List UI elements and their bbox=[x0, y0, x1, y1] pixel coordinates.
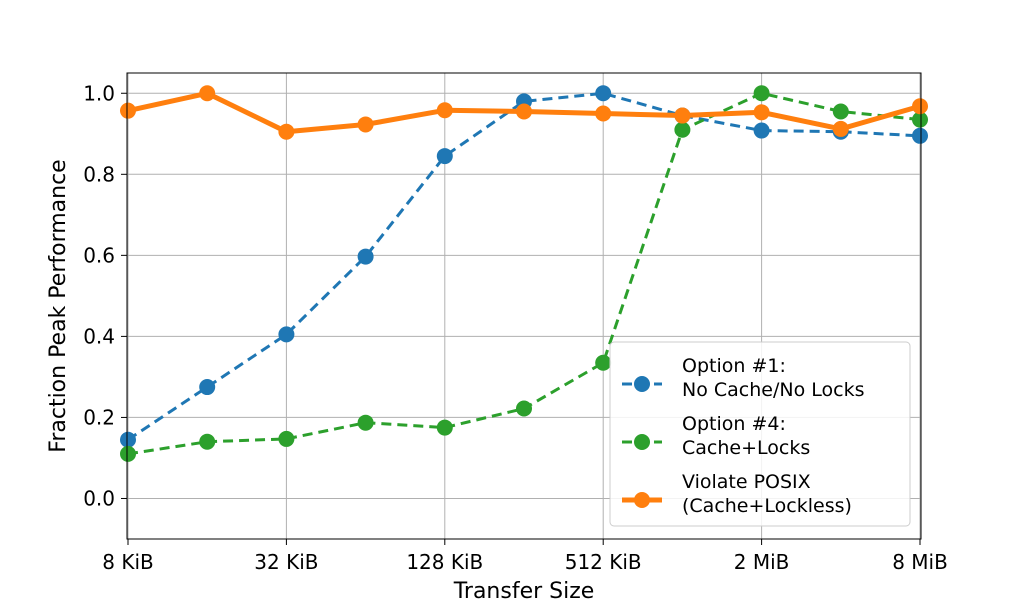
y-tick-label: 0.0 bbox=[83, 486, 115, 510]
data-point bbox=[912, 127, 928, 144]
legend-entry: Violate POSIX (Cache+Lockless) bbox=[622, 471, 852, 517]
legend-box bbox=[609, 341, 911, 527]
x-axis-title: Transfer Size bbox=[453, 579, 595, 604]
data-point bbox=[516, 400, 532, 417]
data-point bbox=[595, 105, 612, 122]
legend-label: Violate POSIX (Cache+Lockless) bbox=[682, 471, 852, 517]
data-point bbox=[753, 122, 770, 139]
legend-marker bbox=[634, 492, 650, 508]
y-tick-label: 0.2 bbox=[83, 405, 115, 429]
series-3 bbox=[120, 85, 928, 140]
legend-entry: Option #4: Cache+Locks bbox=[622, 413, 810, 459]
y-tick-label: 0.4 bbox=[83, 324, 115, 348]
data-point bbox=[832, 103, 849, 120]
data-point bbox=[436, 102, 453, 119]
x-tick-label: 32 KiB bbox=[254, 550, 318, 574]
data-point bbox=[436, 148, 453, 165]
data-point bbox=[120, 431, 136, 448]
axis-ticks: 8 KiB 32 KiB 128 KiB 512 KiB 2 MiB 8 MiB 0.0 0.… bbox=[83, 81, 948, 574]
data-point bbox=[357, 248, 374, 265]
series-layer bbox=[120, 85, 928, 462]
legend-label: Option #4: Cache+Locks bbox=[682, 413, 810, 459]
y-tick-label: 1.0 bbox=[83, 81, 115, 105]
data-point bbox=[674, 121, 691, 138]
data-point bbox=[832, 120, 849, 137]
data-point bbox=[516, 103, 532, 120]
plot-frame bbox=[126, 72, 922, 540]
data-point bbox=[199, 433, 216, 450]
data-point bbox=[595, 354, 612, 371]
data-point bbox=[912, 98, 928, 115]
data-point bbox=[912, 111, 928, 128]
data-point bbox=[595, 85, 612, 102]
data-point bbox=[120, 445, 136, 462]
data-point bbox=[357, 414, 374, 431]
legend: Option #1: No Cache/No Locks Option #4: Cac… bbox=[609, 341, 911, 527]
legend-marker bbox=[634, 434, 650, 450]
x-tick-label: 2 MiB bbox=[734, 550, 790, 574]
data-point bbox=[753, 104, 770, 121]
data-point bbox=[120, 102, 136, 119]
legend-marker bbox=[634, 376, 650, 392]
legend-entry: Option #1: No Cache/No Locks bbox=[622, 355, 864, 401]
data-point bbox=[278, 430, 295, 447]
x-tick-label: 128 KiB bbox=[406, 550, 483, 574]
series-2 bbox=[120, 85, 928, 462]
data-point bbox=[753, 85, 770, 102]
data-point bbox=[436, 419, 453, 436]
data-point bbox=[278, 326, 295, 343]
legend-label: Option #1: No Cache/No Locks bbox=[682, 355, 864, 401]
y-tick-label: 0.6 bbox=[83, 243, 115, 267]
x-tick-label: 8 MiB bbox=[892, 550, 948, 574]
x-tick-label: 512 KiB bbox=[565, 550, 642, 574]
y-axis-title: Fraction Peak Performance bbox=[46, 159, 71, 452]
data-point bbox=[199, 85, 216, 102]
data-point bbox=[278, 123, 295, 140]
y-tick-label: 0.8 bbox=[83, 162, 115, 186]
data-point bbox=[674, 107, 691, 124]
x-tick-label: 8 KiB bbox=[102, 550, 153, 574]
data-point bbox=[199, 379, 216, 396]
data-point bbox=[357, 116, 374, 133]
